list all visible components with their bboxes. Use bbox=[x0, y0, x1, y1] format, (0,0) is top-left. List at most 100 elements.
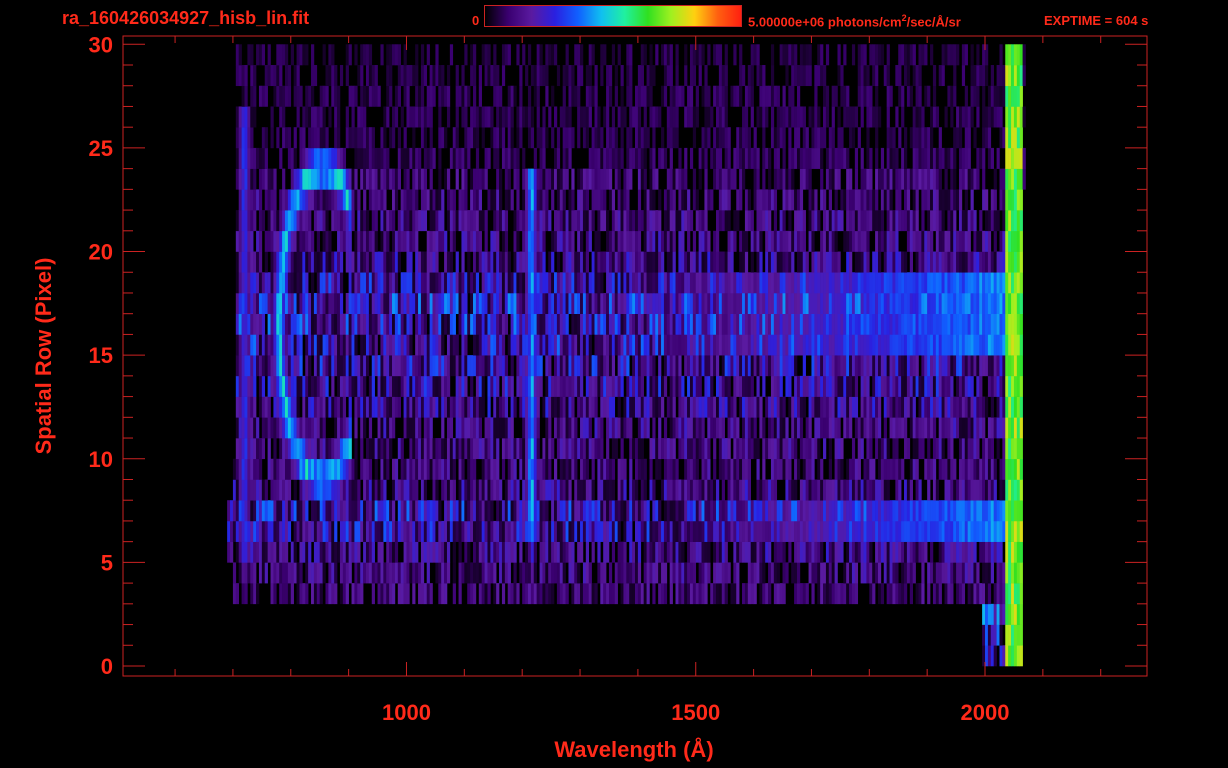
heatmap-cell bbox=[412, 230, 416, 252]
heatmap-cell bbox=[837, 479, 841, 501]
heatmap-cell bbox=[1011, 520, 1015, 542]
heatmap-cell bbox=[669, 230, 673, 252]
heatmap-cell bbox=[284, 417, 289, 439]
heatmap-cell bbox=[582, 562, 587, 584]
heatmap-cell bbox=[365, 500, 370, 522]
heatmap-cell bbox=[739, 520, 743, 542]
heatmap-cell bbox=[906, 375, 911, 397]
heatmap-cell bbox=[880, 375, 885, 397]
heatmap-cell bbox=[484, 500, 488, 522]
heatmap-cell bbox=[334, 313, 338, 335]
heatmap-cell bbox=[993, 541, 997, 563]
heatmap-cell bbox=[299, 417, 303, 439]
heatmap-cell bbox=[652, 479, 656, 501]
heatmap-cell bbox=[742, 313, 746, 335]
heatmap-cell bbox=[368, 292, 373, 314]
heatmap-cell bbox=[467, 583, 471, 605]
heatmap-cell bbox=[574, 562, 578, 584]
heatmap-cell bbox=[409, 562, 413, 584]
heatmap-cell bbox=[637, 396, 642, 418]
heatmap-cell bbox=[727, 375, 731, 397]
heatmap-cell bbox=[284, 334, 289, 356]
heatmap-cell bbox=[985, 645, 989, 667]
heatmap-cell bbox=[672, 458, 676, 480]
heatmap-cell bbox=[247, 417, 251, 439]
heatmap-cell bbox=[713, 313, 717, 335]
heatmap-cell bbox=[626, 251, 630, 273]
heatmap-cell bbox=[594, 355, 598, 377]
heatmap-cell bbox=[1002, 438, 1006, 460]
heatmap-cell bbox=[525, 292, 529, 314]
heatmap-cell bbox=[880, 272, 885, 294]
heatmap-cell bbox=[600, 520, 604, 542]
heatmap-cell bbox=[311, 417, 315, 439]
heatmap-cell bbox=[646, 583, 650, 605]
heatmap-cell bbox=[484, 520, 488, 542]
heatmap-cell bbox=[426, 272, 430, 294]
heatmap-cell bbox=[964, 541, 968, 563]
heatmap-cell bbox=[681, 583, 685, 605]
heatmap-cell bbox=[915, 520, 919, 542]
heatmap-cell bbox=[380, 417, 384, 439]
heatmap-cell bbox=[415, 520, 419, 542]
heatmap-cell bbox=[415, 396, 419, 418]
heatmap-cell bbox=[525, 210, 529, 232]
heatmap-cell bbox=[927, 458, 931, 480]
heatmap-cell bbox=[736, 272, 740, 294]
heatmap-cell bbox=[846, 210, 850, 232]
heatmap-cell bbox=[956, 583, 960, 605]
heatmap-cell bbox=[464, 334, 468, 356]
heatmap-cell bbox=[611, 438, 616, 460]
heatmap-cell bbox=[282, 210, 286, 232]
heatmap-cell bbox=[1008, 583, 1012, 605]
heatmap-cell bbox=[556, 355, 561, 377]
heatmap-cell bbox=[319, 438, 323, 460]
heatmap-cell bbox=[527, 168, 532, 190]
heatmap-cell bbox=[429, 375, 433, 397]
heatmap-cell bbox=[825, 541, 830, 563]
heatmap-cell bbox=[941, 396, 945, 418]
heatmap-cell bbox=[412, 458, 416, 480]
heatmap-cell bbox=[623, 479, 627, 501]
heatmap-cell bbox=[733, 292, 737, 314]
heatmap-cell bbox=[481, 168, 485, 190]
heatmap-cell bbox=[678, 355, 682, 377]
heatmap-cell bbox=[863, 230, 867, 252]
heatmap-cell bbox=[339, 292, 344, 314]
heatmap-cell bbox=[898, 583, 902, 605]
heatmap-cell bbox=[458, 583, 462, 605]
heatmap-cell bbox=[588, 479, 592, 501]
heatmap-cell bbox=[950, 313, 954, 335]
heatmap-cell bbox=[501, 520, 506, 542]
heatmap-cell bbox=[258, 562, 263, 584]
heatmap-cell bbox=[646, 520, 650, 542]
heatmap-cell bbox=[912, 541, 916, 563]
heatmap-cell bbox=[600, 292, 604, 314]
heatmap-cell bbox=[623, 334, 627, 356]
heatmap-cell bbox=[412, 500, 416, 522]
heatmap-cell bbox=[849, 292, 853, 314]
heatmap-cell bbox=[967, 520, 971, 542]
heatmap-cell bbox=[892, 375, 896, 397]
heatmap-cell bbox=[713, 292, 717, 314]
heatmap-cell bbox=[577, 251, 581, 273]
heatmap-cell bbox=[565, 375, 569, 397]
heatmap-cell bbox=[608, 520, 613, 542]
heatmap-cell bbox=[637, 541, 642, 563]
heatmap-cell bbox=[481, 210, 485, 232]
heatmap-cell bbox=[828, 313, 833, 335]
heatmap-cell bbox=[623, 562, 627, 584]
heatmap-cell bbox=[582, 251, 587, 273]
heatmap-cell bbox=[765, 292, 769, 314]
heatmap-cell bbox=[875, 210, 879, 232]
heatmap-cell bbox=[365, 168, 370, 190]
heatmap-cell bbox=[918, 251, 922, 273]
heatmap-cell bbox=[588, 272, 592, 294]
heatmap-cell bbox=[452, 313, 456, 335]
heatmap-cell bbox=[533, 375, 537, 397]
heatmap-cell bbox=[675, 334, 679, 356]
heatmap-cell bbox=[750, 313, 754, 335]
heatmap-cell bbox=[889, 292, 893, 314]
heatmap-cell bbox=[432, 396, 436, 418]
heatmap-cell bbox=[594, 168, 598, 190]
